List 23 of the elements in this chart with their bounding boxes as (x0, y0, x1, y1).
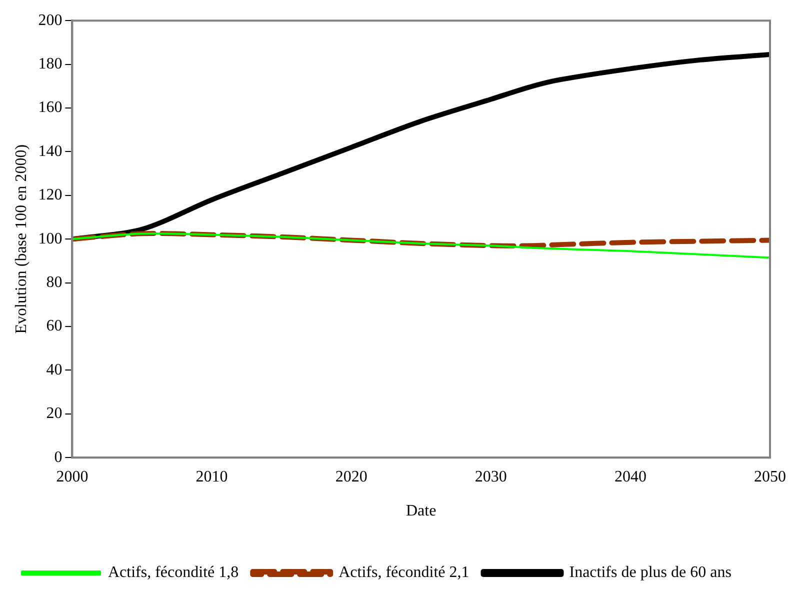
y-tick-label: 180 (38, 56, 62, 73)
x-tick-label: 2020 (335, 468, 368, 486)
y-tick-label: 20 (46, 405, 62, 422)
y-tick-label: 200 (38, 12, 62, 29)
x-tick-label: 2030 (474, 468, 507, 486)
x-tick-label: 2050 (754, 468, 786, 486)
y-tick-label: 160 (38, 99, 62, 116)
y-tick-label: 80 (46, 274, 62, 292)
legend-label: Inactifs de plus de 60 ans (569, 564, 732, 582)
x-tick-label: 2000 (56, 468, 88, 486)
y-axis-title: Evolution (base 100 en 2000) (12, 144, 30, 334)
x-tick-label: 2040 (614, 468, 646, 486)
x-axis-title: Date (406, 502, 436, 520)
y-tick-label: 0 (54, 448, 62, 466)
line-series (72, 232, 770, 259)
x-tick-label: 2010 (196, 468, 228, 486)
y-tick-label: 40 (46, 361, 62, 378)
y-tick-label: 100 (38, 230, 62, 248)
y-tick-label: 60 (46, 318, 62, 335)
legend-label: Actifs, fécondité 2,1 (338, 564, 470, 582)
legend-label: Actifs, fécondité 1,8 (108, 564, 239, 582)
y-tick-label: 140 (38, 142, 62, 160)
y-tick-label: 120 (38, 186, 62, 204)
